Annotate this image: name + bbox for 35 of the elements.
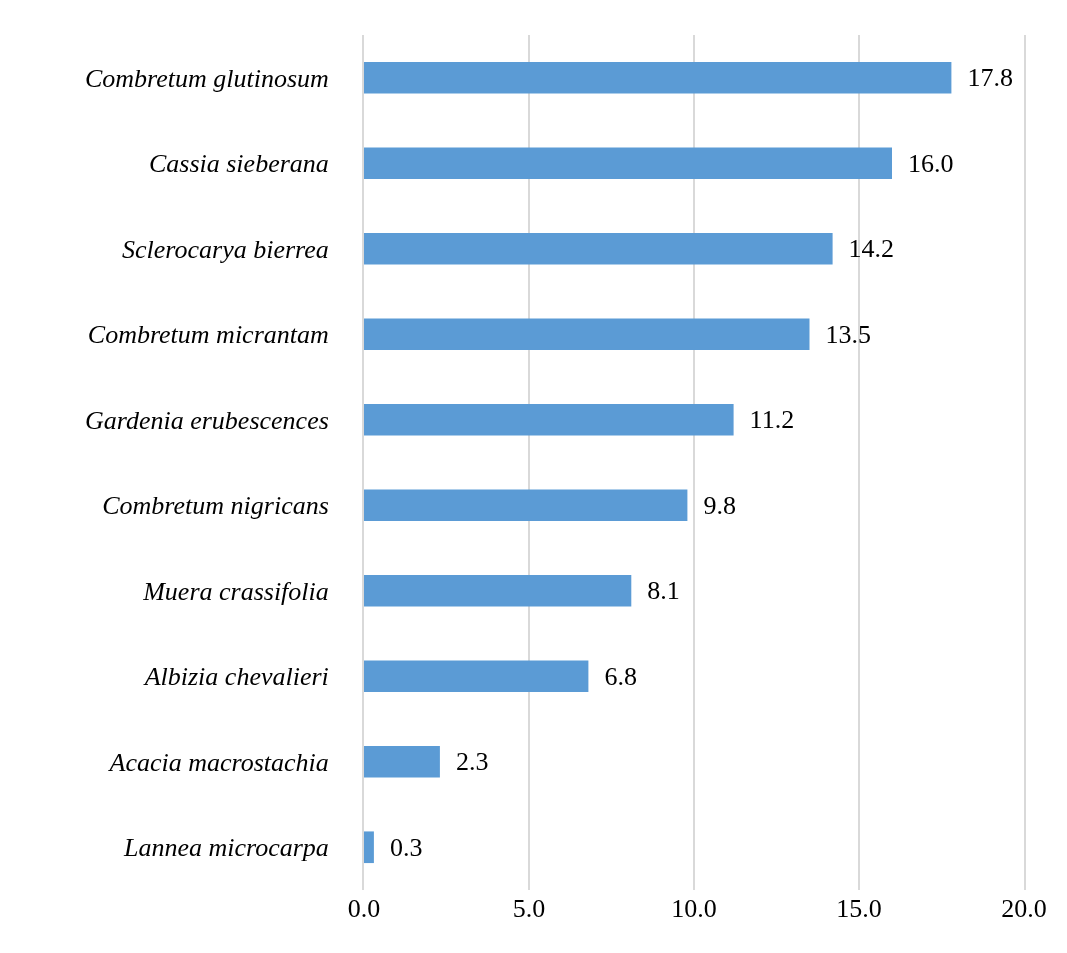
data-label: 11.2 — [736, 405, 795, 435]
bar — [364, 403, 734, 436]
bar — [364, 232, 833, 265]
y-tick-label: Combretum nigricans — [102, 491, 329, 521]
x-tick-label: 10.0 — [671, 894, 717, 923]
y-tick-label: Acacia macrostachia — [107, 747, 329, 777]
y-tick-label: Cassia sieberana — [148, 149, 329, 179]
data-label: 0.3 — [376, 832, 423, 862]
data-label: 14.2 — [835, 234, 895, 264]
bar — [364, 61, 952, 94]
data-label: 2.3 — [442, 747, 489, 777]
bar — [364, 745, 440, 778]
data-label: 8.1 — [634, 576, 680, 606]
y-tick-label: Albizia chevalieri — [142, 662, 329, 692]
bar — [364, 660, 589, 693]
y-tick-label: Sclerocarya bierrea — [122, 234, 329, 264]
bar — [364, 574, 632, 607]
data-label: 16.0 — [895, 148, 954, 178]
bar — [364, 489, 688, 522]
data-label: 6.8 — [591, 661, 637, 691]
bar — [364, 318, 810, 351]
bar — [364, 147, 892, 180]
x-tick-label: 15.0 — [836, 894, 882, 923]
bar — [364, 831, 374, 864]
x-tick-label: 5.0 — [512, 894, 546, 923]
data-label: 9.8 — [690, 490, 736, 520]
y-tick-label: Gardenia erubescences — [85, 405, 329, 435]
y-tick-label: Combretum glutinosum — [84, 63, 329, 93]
y-tick-label: Muera crassifolia — [142, 576, 329, 606]
data-label: 13.5 — [812, 319, 871, 349]
y-tick-label: Combretum micrantam — [87, 320, 329, 350]
data-label: 17.8 — [954, 63, 1013, 93]
y-tick-label: Lannea microcarpa — [122, 833, 329, 863]
x-tick-label: 20.0 — [1001, 894, 1047, 923]
x-tick-label: 0.0 — [347, 894, 381, 923]
